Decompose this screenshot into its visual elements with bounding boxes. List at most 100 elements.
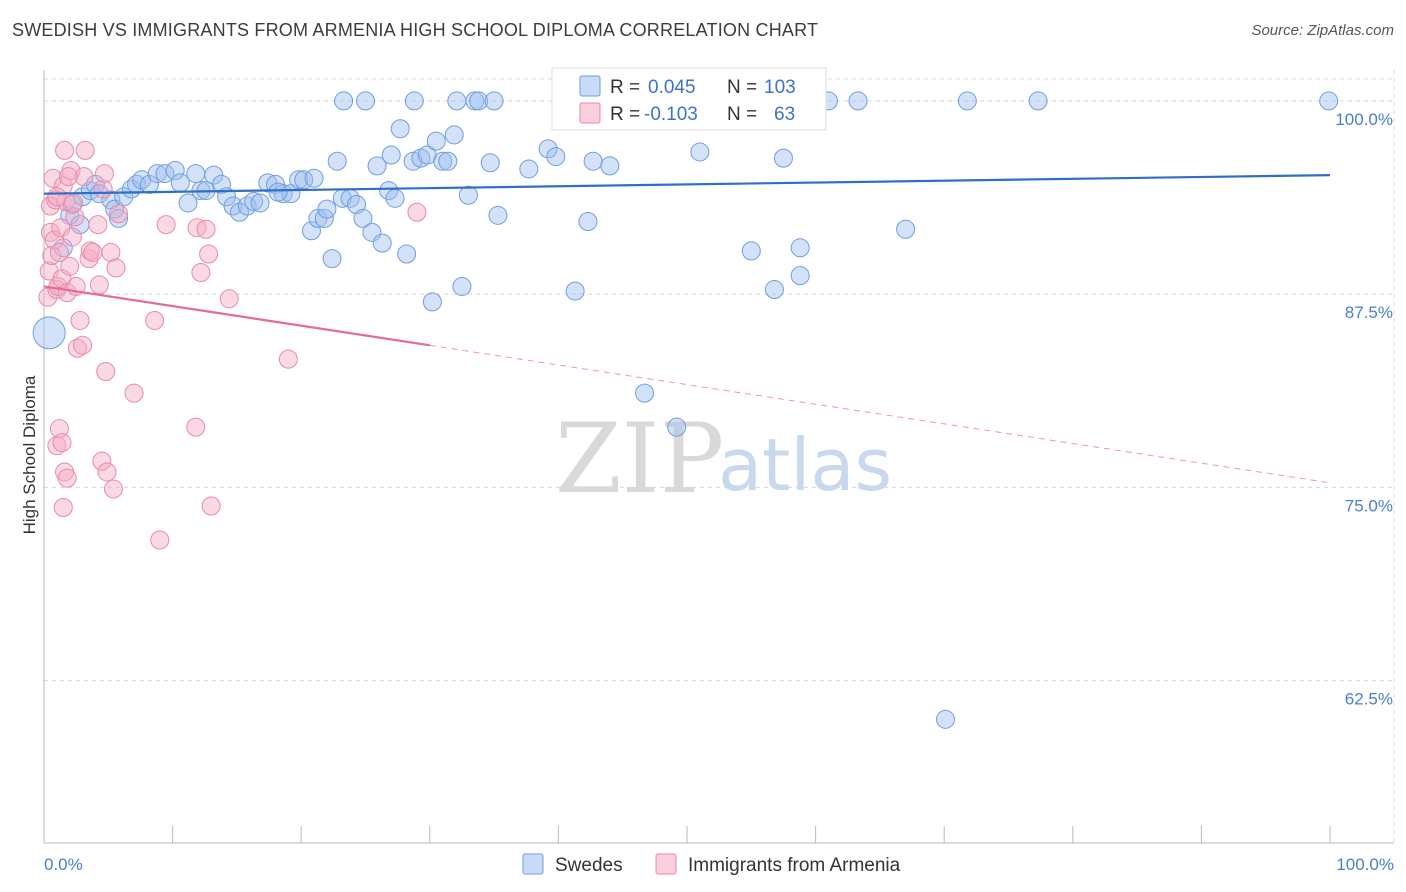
swedes-point xyxy=(170,173,190,193)
swedes-point xyxy=(165,160,185,180)
swedes-point xyxy=(690,142,710,162)
armenia-point xyxy=(42,246,62,266)
armenia-point xyxy=(88,215,108,235)
swedes-point xyxy=(935,709,955,729)
armenia-point xyxy=(191,263,211,283)
legend-bottom-label-armenia: Immigrants from Armenia xyxy=(688,855,901,876)
swedes-point xyxy=(367,156,387,176)
swedes-point xyxy=(667,417,687,437)
swedes-point xyxy=(565,281,585,301)
armenia-point xyxy=(47,436,67,456)
armenia-point xyxy=(55,140,75,160)
swedes-point xyxy=(390,119,410,139)
armenia-point xyxy=(65,207,85,227)
swedes-point xyxy=(790,238,810,258)
swedes-point xyxy=(385,188,405,208)
swedes-trend-line xyxy=(43,174,1331,195)
armenia-point xyxy=(64,193,84,213)
swedes-point xyxy=(379,181,399,201)
legend-r-value-2: -0.103 xyxy=(644,104,698,125)
armenia-trend-line-dashed xyxy=(429,344,1331,484)
armenia-point xyxy=(70,310,90,330)
swedes-point xyxy=(480,153,500,173)
legend-swatch-armenia xyxy=(579,102,601,124)
swedes-point xyxy=(317,199,337,219)
swedes-point xyxy=(773,148,793,168)
armenia-point xyxy=(75,140,95,160)
swedes-point xyxy=(741,241,761,261)
armenia-point xyxy=(94,164,114,184)
armenia-point xyxy=(44,230,64,250)
swedes-point xyxy=(426,131,446,151)
swedes-point xyxy=(538,139,558,159)
armenia-point xyxy=(53,498,73,518)
armenia-point xyxy=(53,176,73,196)
swedes-point xyxy=(452,276,472,296)
source-label: Source: ZipAtlas.com xyxy=(1251,22,1394,39)
swedes-point xyxy=(848,91,868,111)
legend-n-label-2: N = xyxy=(727,104,757,125)
swedes-point xyxy=(444,125,464,145)
armenia-point xyxy=(62,227,82,247)
trend-layer xyxy=(43,174,1331,484)
swedes-point xyxy=(304,168,324,188)
swedes-point xyxy=(217,187,237,207)
swedes-point xyxy=(600,156,620,176)
swedes-point xyxy=(1319,91,1339,111)
legend-bottom-swatch-swedes xyxy=(522,853,544,875)
swedes-point xyxy=(372,233,392,253)
armenia-point xyxy=(407,202,427,222)
swedes-point xyxy=(546,147,566,167)
armenia-point xyxy=(97,462,117,482)
legend-n-value-1: 103 xyxy=(764,77,796,98)
watermark-zip: ZIP xyxy=(555,403,724,515)
watermark-atlas: atlas xyxy=(718,423,892,507)
swedes-point xyxy=(250,193,270,213)
swedes-point xyxy=(469,91,489,111)
legend-r-label-2: R = xyxy=(610,104,640,125)
swedes-point xyxy=(178,193,198,213)
swedes-point xyxy=(896,219,916,239)
armenia-point xyxy=(103,479,123,499)
swedes-point xyxy=(519,159,539,179)
legend-bottom: Swedes Immigrants from Armenia xyxy=(522,853,901,876)
swedes-point xyxy=(289,170,309,190)
legend-swatch-swedes xyxy=(579,75,601,97)
armenia-point xyxy=(83,242,103,262)
watermark: ZIP atlas xyxy=(555,403,892,515)
chart-title: SWEDISH VS IMMIGRANTS FROM ARMENIA HIGH … xyxy=(12,20,819,40)
x-tick-label-max: 100.0% xyxy=(1336,855,1394,874)
armenia-point xyxy=(52,433,72,453)
swedes-point xyxy=(1028,91,1048,111)
legend-n-label-1: N = xyxy=(727,77,757,98)
swedes-point xyxy=(488,205,508,225)
swedes-point xyxy=(458,185,478,205)
armenia-point xyxy=(49,242,69,262)
legend-bottom-label-swedes: Swedes xyxy=(555,855,623,876)
swedes-point xyxy=(353,208,373,228)
axes-layer: 62.5% 75.0% 87.5% 100.0% xyxy=(43,70,1394,844)
armenia-point xyxy=(43,168,63,188)
armenia-point xyxy=(150,530,170,550)
swedes-point xyxy=(635,383,655,403)
legend-r-label-1: R = xyxy=(610,77,640,98)
swedes-point xyxy=(327,151,347,171)
armenia-point xyxy=(156,215,176,235)
armenia-point xyxy=(40,196,60,216)
legend-bottom-swatch-armenia xyxy=(655,853,677,875)
x-tick-label-min: 0.0% xyxy=(44,855,83,874)
armenia-point xyxy=(73,335,93,355)
legend-r-value-1: 0.045 xyxy=(648,77,696,98)
y-tick-label: 75.0% xyxy=(1345,496,1393,515)
swedes-point xyxy=(403,151,423,171)
armenia-point xyxy=(109,204,129,224)
swedes-point xyxy=(186,164,206,184)
legend-top: R = 0.045 N = 103 R = -0.103 N = 63 xyxy=(551,67,827,131)
swedes-point xyxy=(268,182,288,202)
armenia-point xyxy=(60,256,80,276)
swedes-point xyxy=(578,212,598,232)
swedes-point xyxy=(301,221,321,241)
swedes-point xyxy=(484,91,504,111)
y-tick-label: 87.5% xyxy=(1345,303,1393,322)
swedes-point xyxy=(211,174,231,194)
